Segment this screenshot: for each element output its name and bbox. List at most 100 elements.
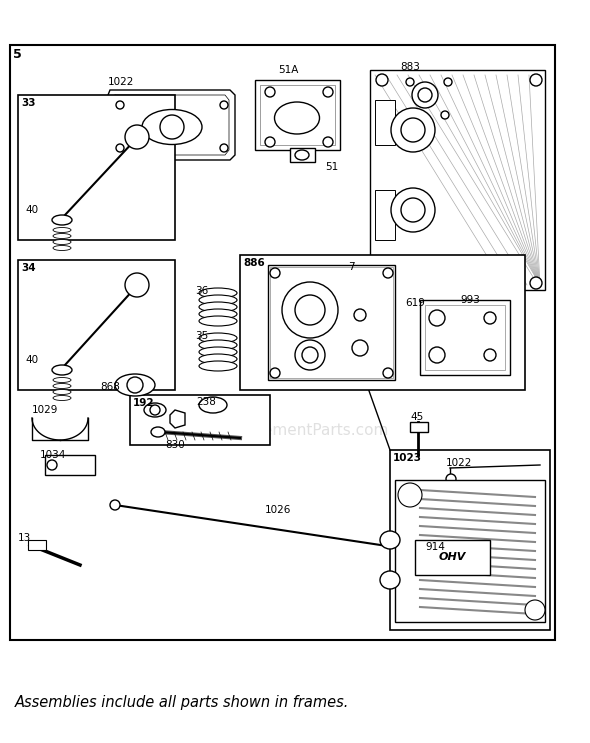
Circle shape <box>295 340 325 370</box>
Text: 914: 914 <box>425 542 445 552</box>
Circle shape <box>47 460 57 470</box>
Text: 868: 868 <box>100 382 120 392</box>
Circle shape <box>376 74 388 86</box>
Text: 13: 13 <box>18 533 31 543</box>
Text: 45: 45 <box>410 412 423 422</box>
Circle shape <box>406 111 414 119</box>
Circle shape <box>412 82 438 108</box>
Polygon shape <box>170 410 185 428</box>
Circle shape <box>116 101 124 109</box>
Circle shape <box>354 309 366 321</box>
Circle shape <box>525 600 545 620</box>
Text: Assemblies include all parts shown in frames.: Assemblies include all parts shown in fr… <box>15 695 349 710</box>
Ellipse shape <box>52 215 72 225</box>
Ellipse shape <box>53 245 71 250</box>
Bar <box>395 480 545 622</box>
Ellipse shape <box>115 374 155 396</box>
Text: 35: 35 <box>195 331 208 341</box>
Text: OHV: OHV <box>438 552 466 562</box>
Bar <box>268 265 395 380</box>
Text: 1022: 1022 <box>446 458 473 468</box>
Circle shape <box>437 547 453 563</box>
Bar <box>420 300 510 375</box>
Ellipse shape <box>199 302 237 312</box>
Ellipse shape <box>142 109 202 144</box>
Circle shape <box>150 405 160 415</box>
Text: 51: 51 <box>325 162 338 172</box>
Ellipse shape <box>53 239 71 244</box>
Text: 40: 40 <box>25 355 38 365</box>
Circle shape <box>401 118 425 142</box>
Ellipse shape <box>53 389 71 395</box>
Bar <box>270 267 393 378</box>
Circle shape <box>270 268 280 278</box>
Circle shape <box>127 377 143 393</box>
Ellipse shape <box>53 227 71 233</box>
Ellipse shape <box>199 316 237 326</box>
Circle shape <box>433 347 439 353</box>
Ellipse shape <box>53 233 71 239</box>
Circle shape <box>352 340 368 356</box>
Text: 1022: 1022 <box>108 77 135 87</box>
Ellipse shape <box>199 333 237 343</box>
Circle shape <box>383 268 393 278</box>
Circle shape <box>441 111 449 119</box>
Circle shape <box>429 347 445 363</box>
Circle shape <box>160 115 184 139</box>
Bar <box>390 450 550 630</box>
Text: 36: 36 <box>195 286 208 296</box>
Ellipse shape <box>199 288 237 298</box>
Bar <box>45 455 95 475</box>
Circle shape <box>323 137 333 147</box>
Bar <box>260 85 335 145</box>
Text: 993: 993 <box>460 295 480 305</box>
Circle shape <box>530 74 542 86</box>
Text: 5: 5 <box>13 48 22 61</box>
Circle shape <box>110 500 120 510</box>
Bar <box>130 395 270 445</box>
Bar <box>370 70 545 290</box>
Ellipse shape <box>199 309 237 319</box>
Polygon shape <box>403 75 455 122</box>
Ellipse shape <box>274 102 320 134</box>
Ellipse shape <box>52 365 72 375</box>
Text: 34: 34 <box>21 263 35 273</box>
Circle shape <box>429 310 445 326</box>
Circle shape <box>398 483 422 507</box>
Circle shape <box>418 88 432 102</box>
Bar <box>415 540 490 575</box>
Ellipse shape <box>199 340 237 350</box>
Ellipse shape <box>53 377 71 383</box>
Circle shape <box>323 87 333 97</box>
Bar <box>425 305 505 370</box>
Circle shape <box>484 349 496 361</box>
Bar <box>28 540 46 550</box>
Circle shape <box>220 144 228 152</box>
Circle shape <box>125 273 149 297</box>
Circle shape <box>431 337 441 347</box>
Text: 192: 192 <box>133 398 155 408</box>
Bar <box>290 148 315 162</box>
Text: 619: 619 <box>405 298 425 308</box>
Ellipse shape <box>199 295 237 305</box>
Text: 830: 830 <box>165 440 185 450</box>
Bar <box>240 255 525 390</box>
Ellipse shape <box>199 347 237 357</box>
Circle shape <box>406 78 414 86</box>
Circle shape <box>444 78 452 86</box>
Text: 1029: 1029 <box>32 405 58 415</box>
Circle shape <box>376 277 388 289</box>
Ellipse shape <box>380 531 400 549</box>
Circle shape <box>446 474 456 484</box>
Circle shape <box>391 108 435 152</box>
Ellipse shape <box>53 395 71 400</box>
Ellipse shape <box>144 403 166 417</box>
Ellipse shape <box>295 150 309 160</box>
Text: 1034: 1034 <box>40 450 66 460</box>
Bar <box>375 190 395 240</box>
Circle shape <box>282 282 338 338</box>
Circle shape <box>383 368 393 378</box>
Bar <box>18 95 175 240</box>
Bar <box>375 100 395 145</box>
Circle shape <box>302 347 318 363</box>
